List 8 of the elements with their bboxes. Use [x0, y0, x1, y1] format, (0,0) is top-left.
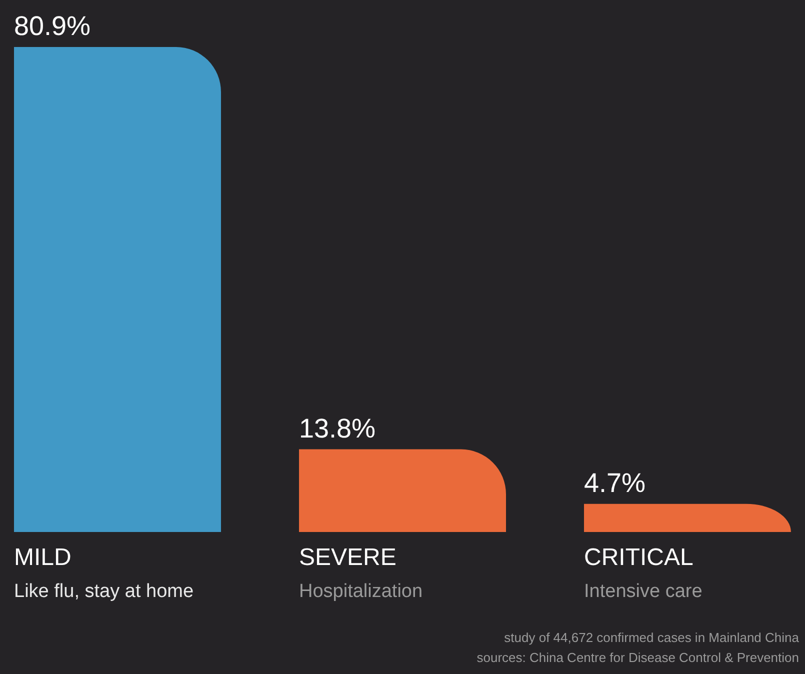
source-note: sources: China Centre for Disease Control & Prevention — [476, 650, 799, 665]
data-label: 13.8% — [299, 413, 376, 444]
data-label: 4.7% — [584, 468, 646, 498]
x-tick-label: SEVERE Hospitalization — [299, 544, 423, 602]
data-label: 80.9% — [14, 11, 91, 41]
text: study of 44,672 confirmed cases in Mainland China — [504, 630, 800, 645]
x-tick-label: MILD Like flu, stay at home — [14, 544, 194, 602]
x-tick-label: CRITICAL Intensive care — [584, 544, 702, 602]
